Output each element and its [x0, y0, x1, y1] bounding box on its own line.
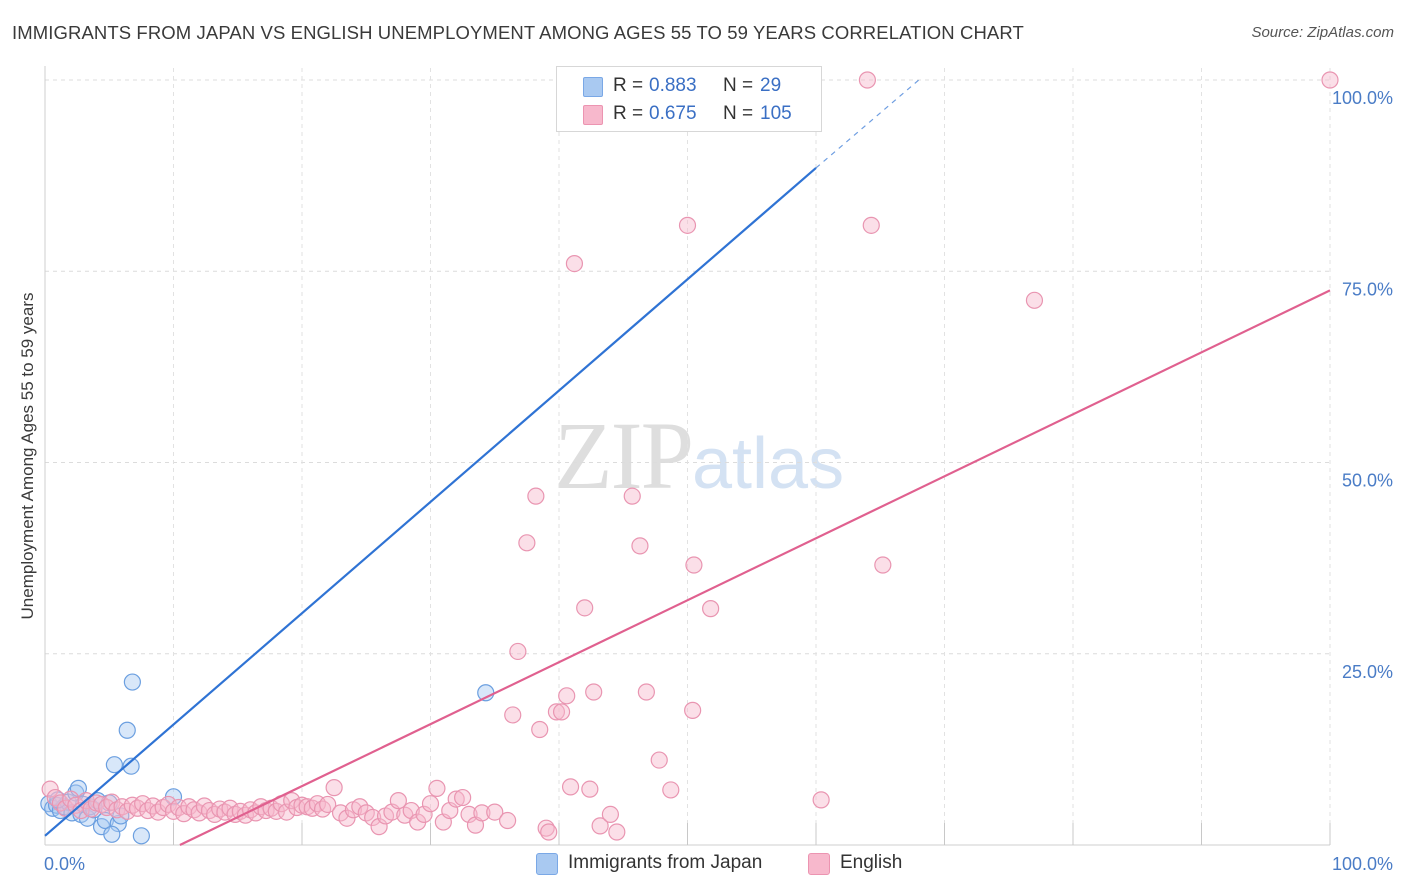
english-trend-line: [179, 289, 1331, 846]
english-point: [454, 788, 472, 807]
english-point: [1321, 71, 1339, 89]
english-point: [351, 798, 369, 816]
r-label: R =: [613, 75, 644, 96]
x-tick-label: 0.0%: [44, 854, 85, 874]
english-point: [370, 818, 388, 836]
english-point: [41, 780, 59, 798]
english-point: [319, 795, 337, 814]
english-point: [509, 642, 527, 661]
english-legend-swatch: [808, 853, 830, 875]
english-point: [684, 701, 702, 719]
english-point: [313, 800, 332, 818]
data-points: [40, 71, 1339, 845]
english-point: [499, 811, 517, 830]
series-legend: Immigrants from Japan English: [0, 852, 1406, 878]
y-tick-label: 75.0%: [1342, 279, 1393, 299]
english-point: [631, 537, 649, 555]
english-point: [874, 556, 892, 574]
english-point: [601, 805, 620, 824]
english-point: [486, 803, 504, 821]
r-value: 0.883: [649, 75, 697, 96]
n-label: N =: [723, 75, 754, 96]
english-point: [585, 683, 603, 701]
japan-trend-extension: [815, 79, 920, 169]
y-tick-label: 100.0%: [1332, 88, 1393, 108]
japan-point: [105, 756, 123, 774]
japan-point: [103, 825, 121, 843]
english-point: [561, 778, 580, 796]
english-point: [447, 790, 465, 808]
english-point: [812, 791, 830, 809]
english-point: [608, 823, 626, 841]
english-point: [421, 795, 440, 813]
english-point: [540, 823, 558, 841]
axes: [44, 66, 1331, 846]
trend-lines: [44, 79, 1331, 846]
english-point: [460, 805, 478, 824]
stats-legend-row-japan: R = 0.883 N = 29: [557, 71, 821, 101]
english-point: [428, 779, 446, 797]
english-point: [552, 703, 571, 721]
japan-trend-line: [44, 167, 817, 837]
english-point: [662, 781, 680, 799]
english-swatch: [583, 105, 603, 125]
watermark: ZIPatlas: [554, 400, 844, 511]
english-point: [702, 600, 720, 618]
x-tick-label: 100.0%: [1332, 854, 1393, 874]
english-point: [389, 792, 407, 810]
watermark-zip: ZIP: [554, 402, 694, 509]
japan-legend-swatch: [536, 853, 558, 875]
english-point: [325, 779, 343, 797]
grid: [45, 68, 1331, 845]
english-point: [504, 706, 522, 724]
english-point: [92, 795, 111, 814]
english-point: [518, 534, 536, 552]
n-value: 105: [760, 103, 792, 124]
english-point: [576, 599, 594, 617]
english-point: [531, 720, 549, 739]
english-point: [858, 71, 877, 89]
y-tick-label: 50.0%: [1342, 471, 1393, 491]
japan-point: [118, 721, 136, 739]
source-note: Source: ZipAtlas.com: [1251, 24, 1394, 41]
english-point: [547, 703, 566, 721]
japan-point: [132, 827, 150, 845]
english-point: [415, 805, 433, 824]
english-point: [678, 216, 697, 234]
english-point: [862, 216, 880, 234]
chart-title: IMMIGRANTS FROM JAPAN VS ENGLISH UNEMPLO…: [12, 22, 1024, 43]
english-point: [637, 683, 655, 701]
japan-point: [123, 673, 141, 691]
n-value: 29: [760, 75, 782, 96]
y-tick-label: 25.0%: [1342, 662, 1393, 682]
r-label: R =: [613, 103, 644, 124]
english-point: [685, 556, 703, 574]
n-label: N =: [723, 103, 754, 124]
english-point: [364, 808, 382, 827]
english-point: [623, 487, 641, 505]
stats-legend-row-english: R = 0.675 N = 105: [557, 99, 821, 129]
watermark-atlas: atlas: [692, 424, 845, 504]
english-point: [473, 804, 491, 822]
legend-label-english: English: [840, 852, 903, 873]
english-point: [565, 255, 584, 273]
japan-point: [122, 757, 140, 775]
r-value: 0.675: [649, 103, 697, 124]
english-point: [591, 817, 609, 835]
english-point: [558, 687, 576, 705]
stats-legend: R = 0.883 N = 29 R = 0.675 N = 105: [556, 66, 822, 132]
english-point: [650, 751, 668, 769]
tick-labels: 25.0% 50.0% 75.0% 100.0% 0.0% 100.0%: [44, 88, 1393, 874]
english-point: [1025, 291, 1044, 309]
legend-label-japan: Immigrants from Japan: [568, 852, 763, 873]
english-point: [527, 487, 545, 505]
english-point: [581, 780, 599, 798]
japan-point: [96, 811, 114, 830]
japan-swatch: [583, 77, 603, 97]
